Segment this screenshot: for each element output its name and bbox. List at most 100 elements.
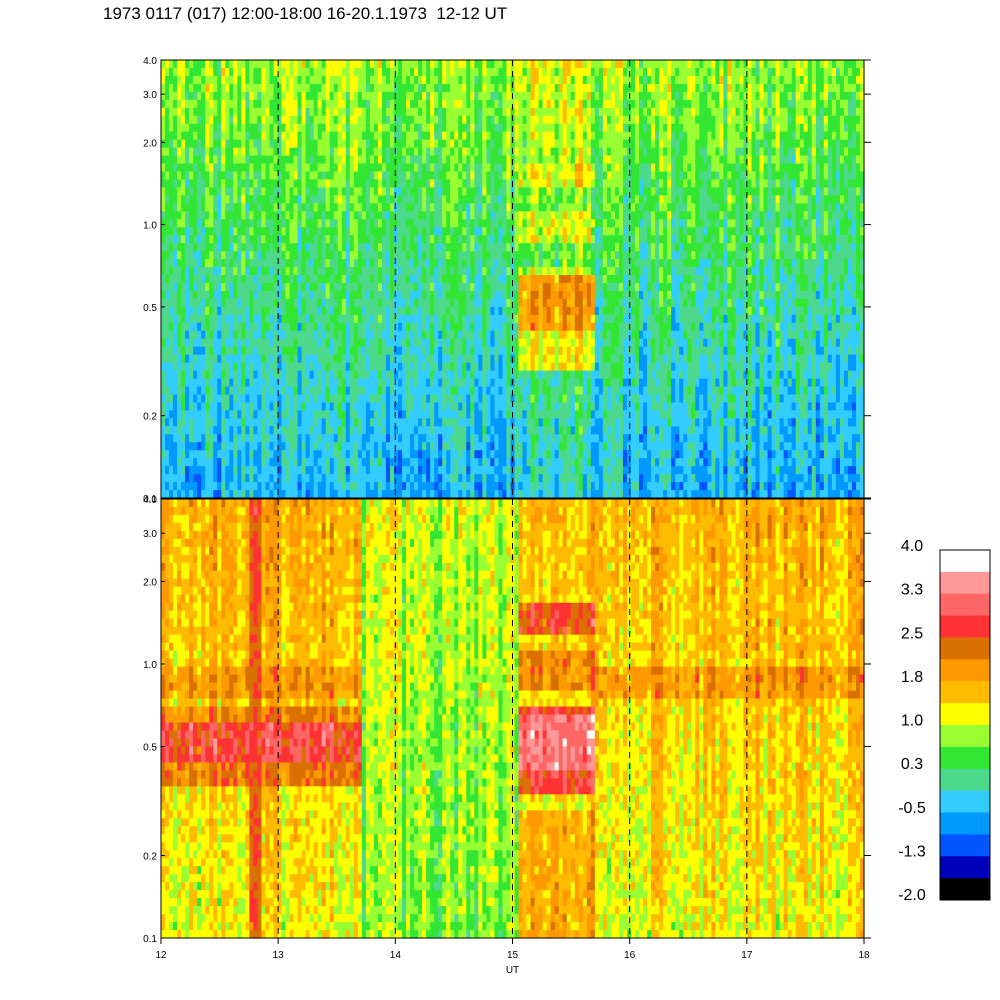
heatmap-cell: [362, 347, 367, 356]
heatmap-cell: [506, 323, 511, 332]
heatmap-cell: [273, 450, 278, 459]
heatmap-cell: [382, 347, 387, 356]
heatmap-cell: [237, 307, 242, 316]
heatmap-cell: [370, 235, 375, 244]
heatmap-cell: [406, 187, 411, 196]
heatmap-cell: [366, 275, 371, 284]
heatmap-cell: [350, 100, 355, 109]
heatmap-cell: [474, 219, 479, 228]
heatmap-cell: [519, 203, 524, 212]
heatmap-cell: [225, 164, 230, 173]
heatmap-cell: [338, 482, 343, 491]
heatmap-cell: [515, 211, 520, 220]
heatmap-cell: [354, 211, 359, 220]
heatmap-cell: [181, 179, 186, 188]
heatmap-cell: [354, 267, 359, 276]
heatmap-cell: [306, 140, 311, 149]
heatmap-cell: [515, 92, 520, 101]
heatmap-cell: [350, 299, 355, 308]
heatmap-cell: [173, 402, 178, 411]
heatmap-cell: [213, 394, 218, 403]
heatmap-cell: [322, 267, 327, 276]
heatmap-cell: [334, 331, 339, 340]
heatmap-cell: [245, 60, 250, 69]
heatmap-cell: [161, 267, 166, 276]
heatmap-cell: [213, 434, 218, 443]
heatmap-cell: [253, 164, 258, 173]
heatmap-cell: [410, 219, 415, 228]
heatmap-cell: [193, 299, 198, 308]
heatmap-cell: [362, 466, 367, 475]
heatmap-cell: [462, 187, 467, 196]
heatmap-cell: [282, 251, 287, 260]
heatmap-cell: [310, 100, 315, 109]
heatmap-cell: [378, 132, 383, 141]
heatmap-cell: [354, 203, 359, 212]
heatmap-cell: [410, 203, 415, 212]
heatmap-cell: [294, 442, 299, 451]
heatmap-cell: [370, 259, 375, 268]
heatmap-cell: [450, 60, 455, 69]
heatmap-cell: [185, 211, 190, 220]
heatmap-cell: [382, 474, 387, 483]
heatmap-cell: [342, 458, 347, 467]
heatmap-cell: [314, 387, 319, 396]
heatmap-cell: [346, 458, 351, 467]
heatmap-cell: [310, 402, 315, 411]
heatmap-cell: [269, 283, 274, 292]
heatmap-cell: [261, 259, 266, 268]
heatmap-cell: [342, 251, 347, 260]
heatmap-cell: [185, 434, 190, 443]
heatmap-cell: [410, 394, 415, 403]
heatmap-cell: [519, 108, 524, 117]
heatmap-cell: [193, 195, 198, 204]
heatmap-cell: [245, 474, 250, 483]
heatmap-cell: [173, 418, 178, 427]
heatmap-cell: [306, 331, 311, 340]
heatmap-cell: [181, 363, 186, 372]
heatmap-cell: [506, 371, 511, 380]
heatmap-cell: [342, 363, 347, 372]
heatmap-cell: [470, 60, 475, 69]
heatmap-cell: [330, 450, 335, 459]
heatmap-cell: [177, 291, 182, 300]
heatmap-cell: [523, 410, 528, 419]
heatmap-cell: [177, 450, 182, 459]
heatmap-cell: [185, 243, 190, 252]
heatmap-cell: [306, 164, 311, 173]
heatmap-cell: [498, 84, 503, 93]
heatmap-cell: [450, 426, 455, 435]
heatmap-cell: [430, 275, 435, 284]
heatmap-cell: [306, 148, 311, 157]
heatmap-cell: [314, 203, 319, 212]
heatmap-cell: [402, 267, 407, 276]
heatmap-cell: [490, 458, 495, 467]
heatmap-cell: [229, 379, 234, 388]
heatmap-cell: [310, 410, 315, 419]
heatmap-cell: [378, 434, 383, 443]
heatmap-cell: [221, 179, 226, 188]
heatmap-cell: [350, 379, 355, 388]
heatmap-cell: [398, 442, 403, 451]
heatmap-cell: [302, 92, 307, 101]
heatmap-cell: [217, 371, 222, 380]
heatmap-cell: [362, 490, 367, 499]
heatmap-cell: [454, 331, 459, 340]
heatmap-cell: [165, 442, 170, 451]
heatmap-cell: [458, 442, 463, 451]
heatmap-cell: [306, 100, 311, 109]
heatmap-cell: [494, 171, 499, 180]
heatmap-cell: [261, 418, 266, 427]
heatmap-cell: [330, 132, 335, 141]
heatmap-cell: [314, 347, 319, 356]
heatmap-cell: [245, 132, 250, 141]
heatmap-cell: [474, 235, 479, 244]
heatmap-cell: [382, 108, 387, 117]
heatmap-cell: [213, 259, 218, 268]
heatmap-cell: [181, 450, 186, 459]
heatmap-cell: [386, 387, 391, 396]
heatmap-cell: [490, 347, 495, 356]
heatmap-cell: [398, 156, 403, 165]
heatmap-cell: [378, 474, 383, 483]
heatmap-cell: [310, 474, 315, 483]
